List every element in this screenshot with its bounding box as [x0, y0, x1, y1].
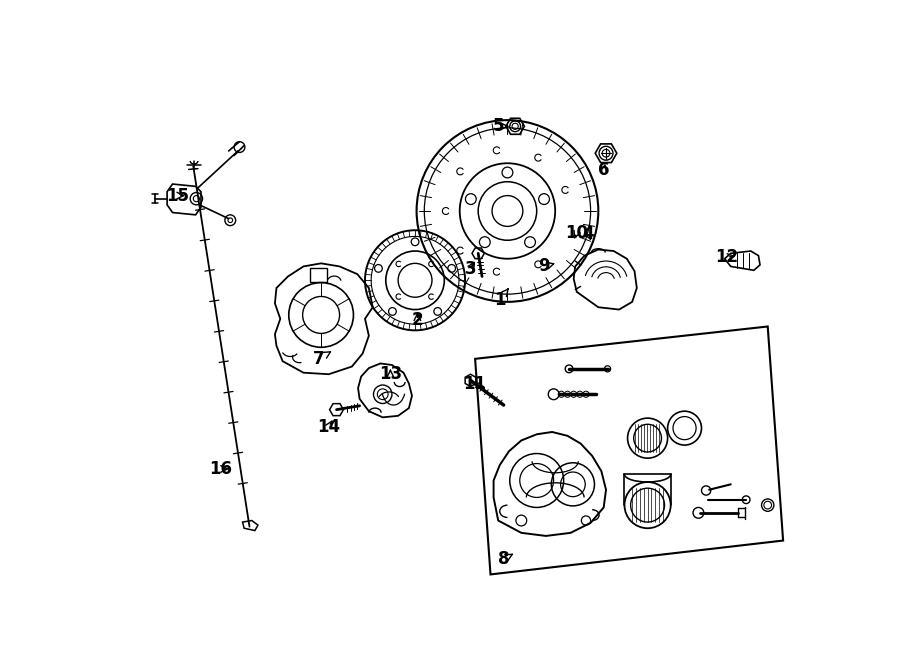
Text: 12: 12 [716, 248, 739, 266]
Text: 4: 4 [582, 225, 594, 243]
Text: 15: 15 [166, 186, 189, 205]
Text: 13: 13 [379, 366, 402, 383]
Text: 8: 8 [498, 550, 512, 568]
Text: 10: 10 [565, 223, 589, 241]
Text: 6: 6 [598, 161, 609, 179]
Text: 11: 11 [464, 375, 487, 393]
Text: 3: 3 [464, 260, 476, 278]
Text: 5: 5 [492, 117, 508, 136]
Text: 1: 1 [494, 289, 508, 309]
Text: 7: 7 [313, 350, 330, 368]
Text: 2: 2 [411, 311, 423, 329]
Text: 14: 14 [317, 418, 340, 436]
Text: 16: 16 [210, 460, 232, 478]
Text: 9: 9 [538, 257, 554, 276]
Bar [310, 268, 328, 282]
